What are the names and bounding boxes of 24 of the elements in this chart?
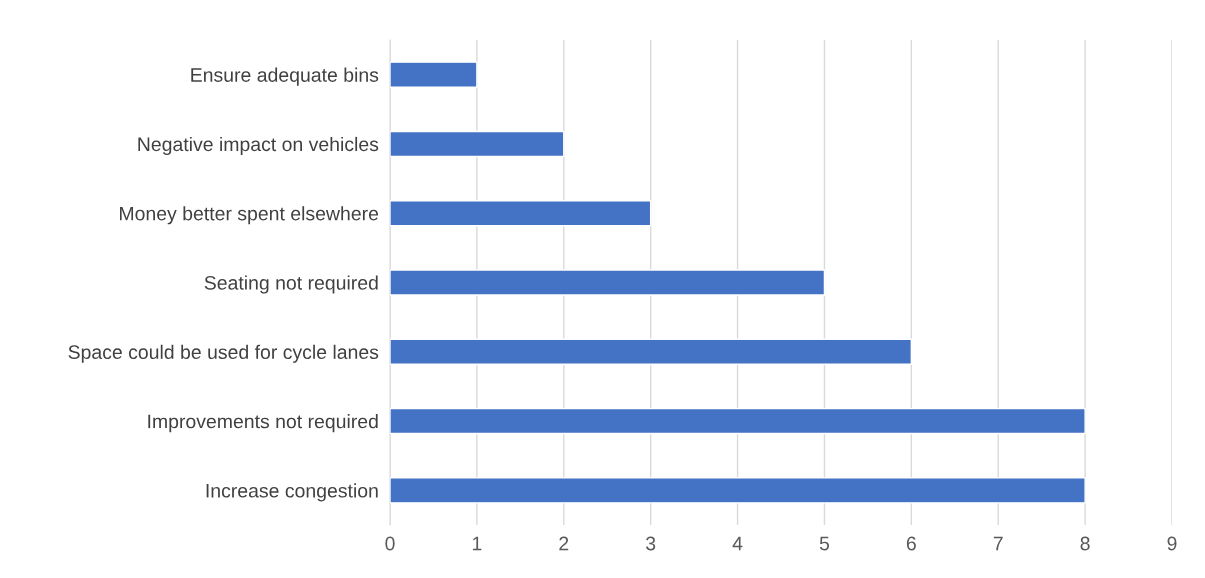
bar [390,407,1086,435]
bar [390,269,826,296]
x-tick-label: 9 [1167,536,1177,551]
x-tick-label: 0 [385,536,395,551]
x-tick-label: 3 [646,536,656,551]
y-tick-label: Space could be used for cycle lanes [68,344,379,363]
y-tick-label: Negative impact on vehicles [138,136,379,156]
y-tick-label: Increase congestion [206,483,378,502]
y-tick-label: Seating not required [204,275,378,294]
y-tick-label: Improvements not required [148,414,378,433]
x-tick-label: 4 [732,536,743,551]
x-tick-label: 8 [1080,536,1090,551]
y-tick-label: Ensure adequate bins [191,67,379,86]
bar [390,338,913,365]
y-tick-label: Money better spent elsewhere [120,206,379,225]
x-tick-label: 6 [906,536,916,551]
bar [390,477,1086,504]
bar [390,61,478,88]
x-tick-label: 5 [819,536,830,551]
bar [390,200,652,227]
x-tick-label: 1 [472,536,482,551]
x-tick-label: 2 [559,536,569,551]
bar [390,130,565,158]
x-tick-label: 7 [993,536,1003,551]
